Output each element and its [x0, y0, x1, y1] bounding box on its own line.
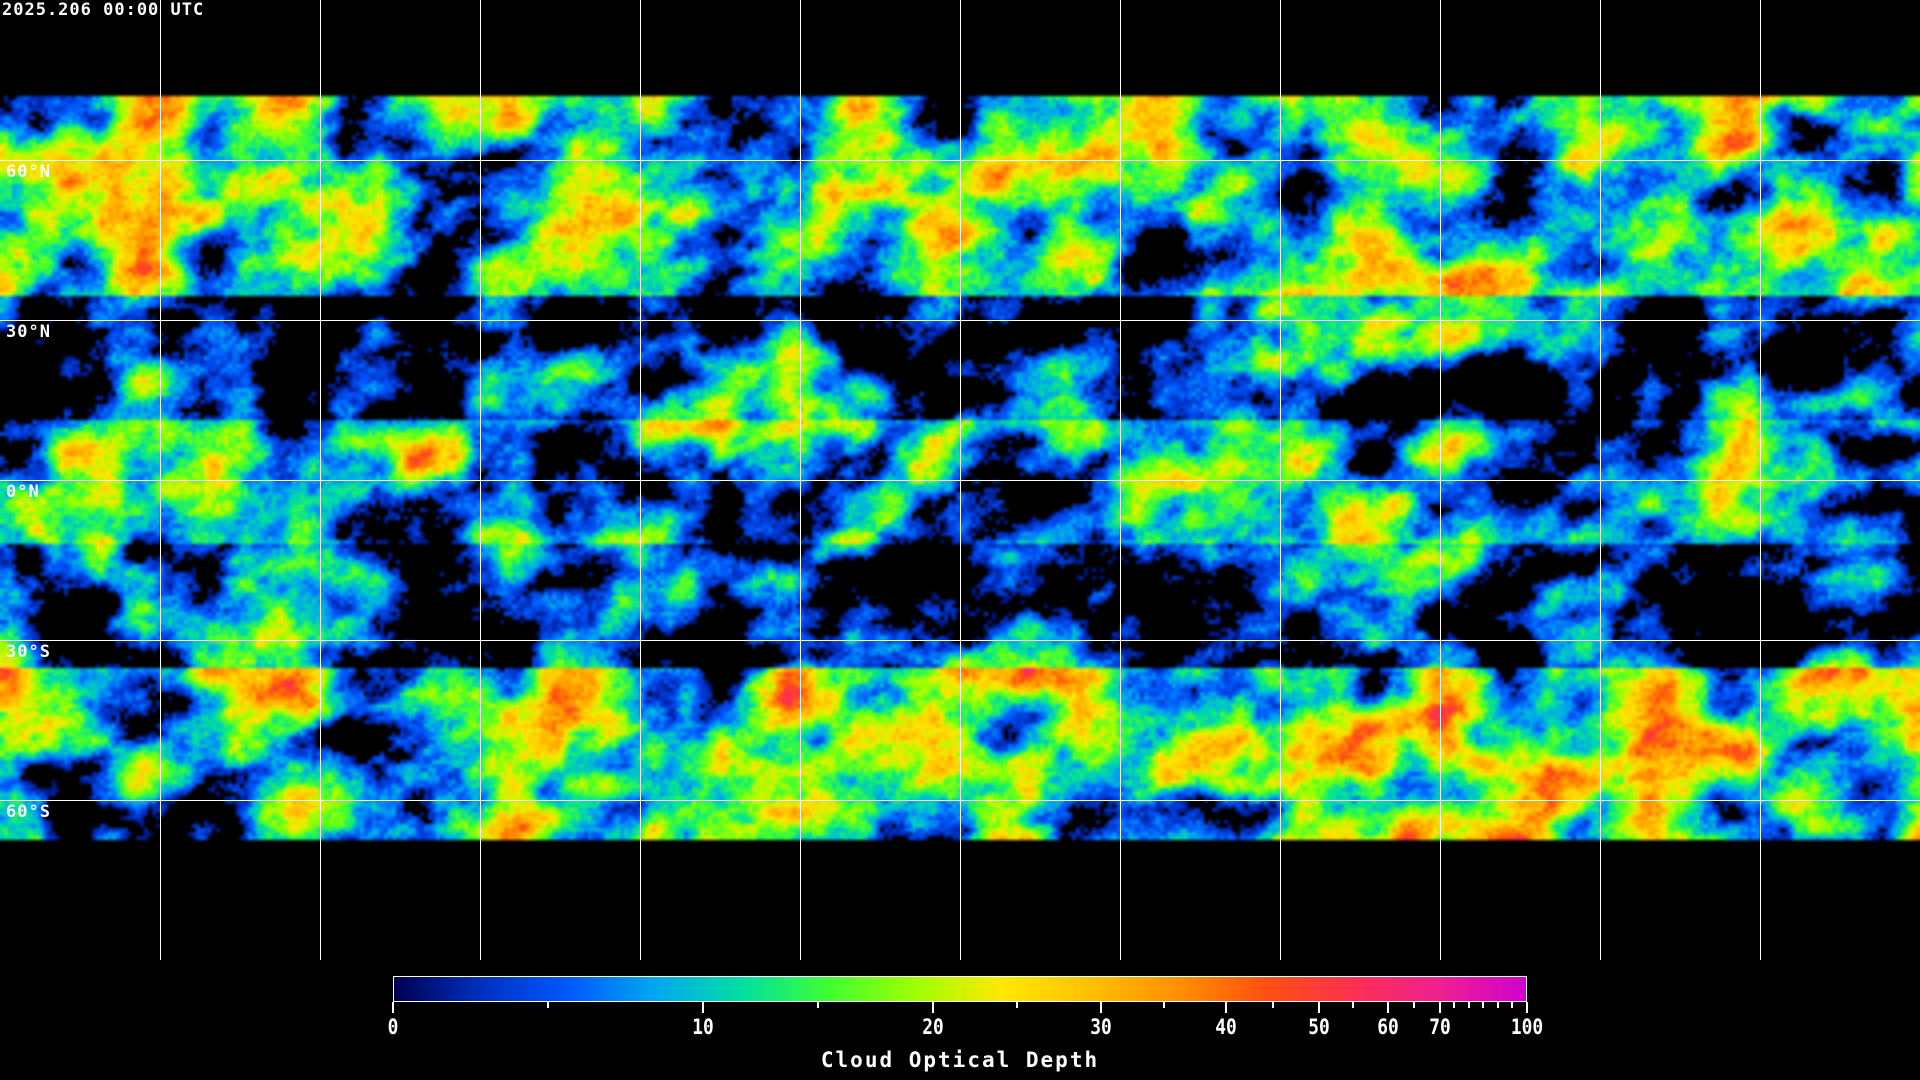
latitude-line — [0, 160, 1920, 161]
colorbar-title: Cloud Optical Depth — [820, 1048, 1100, 1072]
minor-tick — [1015, 1002, 1018, 1008]
lat-label-0n: 0°N — [6, 482, 40, 502]
minor-tick — [1496, 1002, 1499, 1008]
major-tick — [1386, 1002, 1389, 1013]
major-tick — [1099, 1002, 1102, 1013]
lat-label-30s: 30°S — [6, 642, 51, 662]
minor-tick — [1511, 1002, 1514, 1008]
tick-label: 0 — [387, 1015, 399, 1039]
minor-tick — [816, 1002, 819, 1008]
minor-tick — [1482, 1002, 1485, 1008]
major-tick — [931, 1002, 934, 1013]
minor-tick — [1352, 1002, 1355, 1008]
major-tick — [1318, 1002, 1321, 1013]
tick-label: 10 — [691, 1015, 714, 1039]
lat-label-30n: 30°N — [6, 322, 51, 342]
major-tick — [1526, 1002, 1528, 1013]
minor-tick — [1412, 1002, 1415, 1008]
latitude-line — [0, 640, 1920, 641]
minor-tick — [546, 1002, 549, 1008]
minor-tick — [1467, 1002, 1470, 1008]
cloud-optical-depth-map: 60°N 30°N 0°N 30°S 60°S — [0, 0, 1920, 960]
tick-label: 30 — [1089, 1015, 1112, 1039]
lat-label-60n: 60°N — [6, 162, 51, 182]
tick-label: 70 — [1428, 1015, 1451, 1039]
latitude-line — [0, 320, 1920, 321]
latitude-line — [0, 800, 1920, 801]
minor-tick — [1271, 1002, 1274, 1008]
timestamp-title: 2025.206 00:00 UTC — [2, 0, 205, 20]
tick-label: 20 — [922, 1015, 944, 1039]
lat-label-60s: 60°S — [6, 802, 51, 822]
tick-label: 60 — [1376, 1015, 1399, 1039]
tick-label: 100 — [1510, 1015, 1544, 1039]
colorbar — [393, 976, 1527, 1002]
tick-label: 40 — [1215, 1015, 1238, 1039]
latitude-line — [0, 480, 1920, 481]
major-tick — [1438, 1002, 1441, 1013]
minor-tick — [1453, 1002, 1456, 1008]
major-tick — [701, 1002, 704, 1013]
minor-tick — [1162, 1002, 1165, 1008]
tick-label: 50 — [1308, 1015, 1331, 1039]
major-tick — [1225, 1002, 1228, 1013]
major-tick — [392, 1002, 394, 1013]
